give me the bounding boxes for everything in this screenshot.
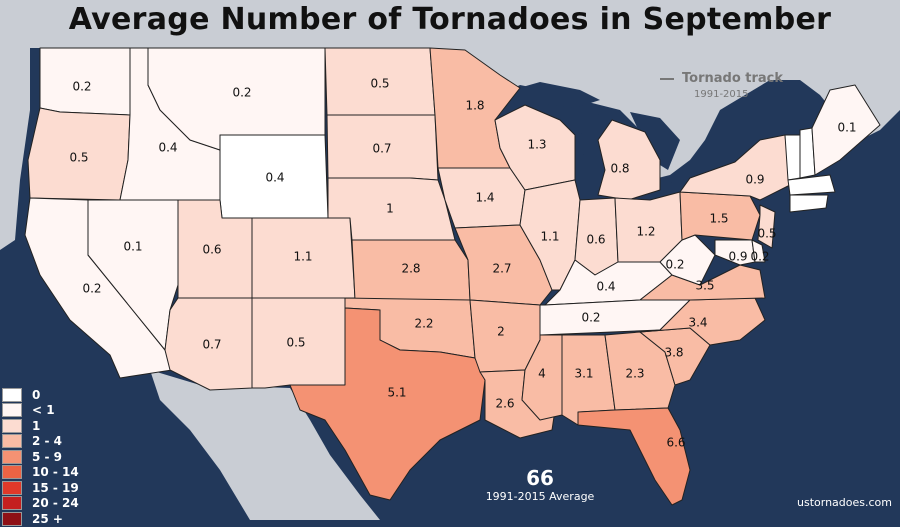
value-KS: 2.8: [401, 262, 420, 276]
track-legend: Tornado track 1991-2015: [660, 68, 800, 100]
site-credit: ustornadoes.com: [797, 496, 892, 509]
legend-item: 20 - 24: [2, 496, 79, 512]
value-WY: 0.4: [265, 171, 284, 185]
value-OK: 2.2: [414, 317, 433, 331]
value-MI: 0.8: [610, 162, 629, 176]
value-NJ: 0.5: [757, 227, 776, 241]
state-MI: [597, 119, 661, 201]
legend-item: 5 - 9: [2, 449, 79, 465]
legend-label: 1: [32, 418, 41, 433]
value-DE: 0.2: [750, 250, 769, 264]
legend-swatch: [2, 480, 22, 495]
value-TX: 5.1: [387, 386, 406, 400]
total-label: 1991-2015 Average: [485, 490, 595, 503]
legend-label: < 1: [32, 403, 55, 418]
value-NE: 1: [386, 202, 394, 216]
value-AR: 2: [497, 325, 505, 339]
value-IN: 0.6: [586, 233, 605, 247]
value-NC: 3.4: [688, 316, 707, 330]
state-NJ: [757, 204, 776, 249]
value-FL: 6.6: [666, 436, 685, 450]
value-ME: 0.1: [837, 121, 856, 135]
state-VT: [784, 134, 801, 181]
legend-swatch: [2, 418, 22, 433]
value-NV: 0.1: [123, 240, 142, 254]
value-ID: 0.4: [158, 141, 177, 155]
value-PA: 1.5: [709, 212, 728, 226]
value-WI: 1.3: [527, 138, 546, 152]
value-MT: 0.2: [232, 86, 251, 100]
legend-label: 25 +: [32, 511, 63, 526]
track-line-icon: [660, 77, 674, 80]
value-SD: 0.7: [372, 142, 391, 156]
lake-superior: [505, 82, 600, 110]
lake-michigan-huron: [580, 112, 680, 190]
value-MD: 0.9: [728, 250, 747, 264]
legend-label: 15 - 19: [32, 480, 79, 495]
value-IA: 1.4: [475, 191, 494, 205]
value-OH: 1.2: [636, 225, 655, 239]
value-MN: 1.8: [465, 99, 484, 113]
state-TX: [289, 307, 486, 501]
value-UT: 0.6: [202, 243, 221, 257]
legend-item: 1: [2, 418, 79, 434]
value-VA: 3.5: [695, 279, 714, 293]
state-DE: [751, 239, 766, 263]
value-NY: 0.9: [745, 173, 764, 187]
value-SC: 3.8: [664, 346, 683, 360]
legend-item: 0: [2, 387, 79, 403]
state-values: 0.2 0.5 0.4 0.2 0.4 0.5 0.7 1 2.8 2.2 5.…: [69, 77, 856, 450]
value-WA: 0.2: [72, 80, 91, 94]
legend-swatch: [2, 496, 22, 511]
state-CT-RI: [789, 194, 829, 213]
state-VA: [639, 264, 766, 301]
value-IL: 1.1: [540, 230, 559, 244]
value-CO: 1.1: [293, 250, 312, 264]
legend-swatch: [2, 449, 22, 464]
map-title: Average Number of Tornadoes in September: [68, 2, 832, 37]
total-summary: 66 1991-2015 Average: [470, 466, 610, 503]
value-NM: 0.5: [286, 336, 305, 350]
legend-item: 10 - 14: [2, 465, 79, 481]
value-ND: 0.5: [370, 77, 389, 91]
track-years: 1991-2015: [694, 89, 749, 100]
value-LA: 2.6: [495, 397, 514, 411]
track-label: Tornado track: [682, 71, 784, 86]
legend-label: 20 - 24: [32, 496, 79, 511]
value-MS: 4: [538, 367, 546, 381]
legend-item: 15 - 19: [2, 480, 79, 496]
state-MA: [787, 174, 836, 196]
legend-swatch: [2, 465, 22, 480]
legend-label: 2 - 4: [32, 434, 63, 449]
legend-swatch: [2, 511, 22, 526]
value-OR: 0.5: [69, 151, 88, 165]
legend-label: 10 - 14: [32, 465, 79, 480]
west-coast-land: [0, 0, 30, 250]
value-CA: 0.2: [82, 282, 101, 296]
value-AL: 3.1: [574, 367, 593, 381]
value-TN: 0.2: [581, 311, 600, 325]
legend-item: 25 +: [2, 511, 79, 527]
legend-item: < 1: [2, 403, 79, 419]
value-MO: 2.7: [492, 262, 511, 276]
total-value: 66: [526, 466, 554, 490]
state-ME: [811, 84, 881, 176]
legend-swatch: [2, 387, 22, 402]
legend-item: 2 - 4: [2, 434, 79, 450]
legend-label: 5 - 9: [32, 449, 63, 464]
legend-swatch: [2, 434, 22, 449]
legend-label: 0: [32, 387, 41, 402]
mexico-land: [150, 370, 380, 520]
value-KY: 0.4: [596, 280, 615, 294]
legend-swatch: [2, 403, 22, 418]
value-WV: 0.2: [665, 258, 684, 272]
value-GA: 2.3: [625, 367, 644, 381]
state-FL: [577, 407, 691, 506]
state-MD: [714, 239, 756, 266]
value-AZ: 0.7: [202, 338, 221, 352]
